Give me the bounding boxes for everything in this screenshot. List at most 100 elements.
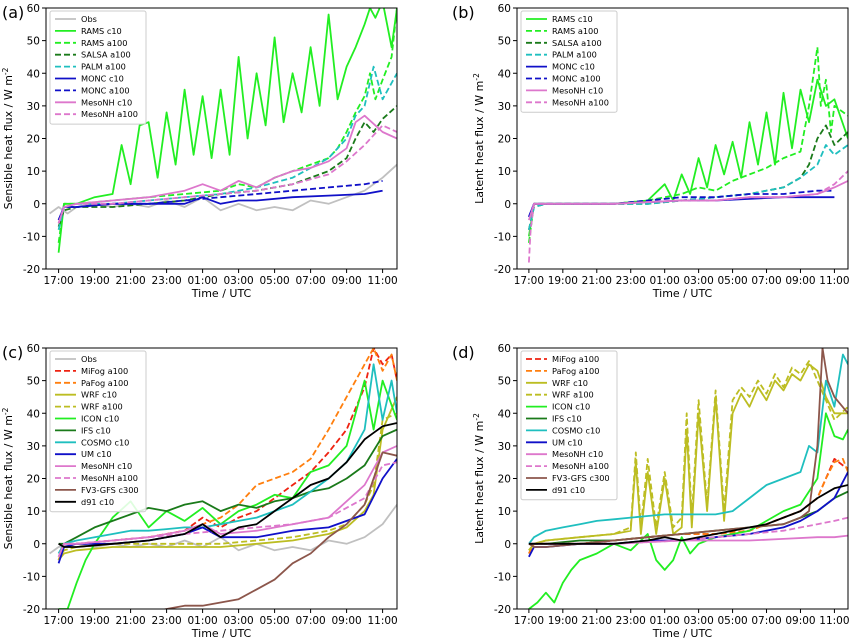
legend-entry: MONC a100 bbox=[81, 85, 130, 95]
legend-entry: d91 c10 bbox=[552, 485, 585, 495]
legend: RAMS c10 RAMS a100 SALSA a100 PALM a100 MONC… bbox=[520, 10, 618, 113]
y-tick-label: 30 bbox=[27, 441, 40, 453]
series-line-ifs-c10 bbox=[58, 428, 397, 545]
y-tick-label: 60 bbox=[498, 343, 511, 355]
y-tick-label: 60 bbox=[27, 3, 40, 15]
y-tick-label: 10 bbox=[498, 506, 511, 518]
series-line-cosmo-c10 bbox=[57, 363, 397, 554]
series-line-icon-c10 bbox=[58, 379, 397, 609]
legend: MiFog a100 PaFog a100 WRF c10 WRF a100 ICON … bbox=[520, 350, 618, 501]
series-line-d91-c10 bbox=[528, 484, 848, 545]
legend-entry: COSMO c10 bbox=[552, 425, 600, 435]
x-tick-label: 05:00 bbox=[259, 615, 289, 627]
series-line-rams-a100 bbox=[57, 8, 397, 244]
series-line-mesonh-a100 bbox=[57, 124, 397, 224]
series-line-mesonh-c10 bbox=[57, 114, 397, 224]
y-axis-label: Sensible heat flux / W m-2 bbox=[1, 407, 15, 549]
legend-box bbox=[49, 10, 147, 125]
x-tick-label: 07:00 bbox=[295, 615, 325, 627]
legend-entry: ICON c10 bbox=[81, 414, 119, 424]
x-tick-label: 01:00 bbox=[187, 615, 217, 627]
legend-entry: MesoNH c10 bbox=[552, 85, 603, 95]
x-tick-label: 21:00 bbox=[115, 615, 145, 627]
y-tick-label: -10 bbox=[23, 571, 40, 583]
y-axis-label: Latent heat flux / W m-2 bbox=[472, 413, 486, 544]
x-tick-label: 19:00 bbox=[548, 615, 578, 627]
y-tick-label: 10 bbox=[27, 506, 40, 518]
y-tick-label: 40 bbox=[27, 68, 40, 80]
y-tick-label: 30 bbox=[498, 101, 511, 113]
y-tick-label: 40 bbox=[498, 68, 511, 80]
y-axis-label: Latent heat flux / W m-2 bbox=[472, 73, 486, 204]
legend-entry: COSMO c10 bbox=[81, 437, 129, 447]
y-tick-label: 10 bbox=[27, 166, 40, 178]
legend: Obs RAMS c10 RAMS a100 SALSA a100 PALM a100 M… bbox=[49, 10, 147, 125]
panel-4: -20 -10 0 10 20 30 40 50 60 17:00 19:00 21:00 23:00 0… bbox=[452, 343, 850, 638]
series-group bbox=[528, 348, 848, 609]
legend-entry: MONC c10 bbox=[552, 62, 595, 72]
y-tick-label: 30 bbox=[498, 441, 511, 453]
x-axis-label: Time / UTC bbox=[191, 627, 252, 638]
x-tick-label: 03:00 bbox=[683, 615, 713, 627]
series-group bbox=[49, 348, 397, 609]
x-tick-label: 23:00 bbox=[151, 275, 181, 287]
x-tick-label: 01:00 bbox=[650, 615, 680, 627]
legend-entry: ICON c10 bbox=[552, 402, 590, 412]
legend-entry: MesoNH c10 bbox=[81, 461, 132, 471]
y-tick-label: 50 bbox=[27, 376, 40, 388]
series-line-mesonh-a100 bbox=[57, 461, 397, 558]
y-tick-label: -20 bbox=[23, 264, 40, 276]
legend-entry: UM c10 bbox=[81, 449, 112, 459]
x-tick-label: 11:00 bbox=[819, 275, 849, 287]
x-tick-label: 09:00 bbox=[785, 275, 815, 287]
legend-entry: MesoNH c10 bbox=[552, 449, 603, 459]
x-tick-label: 21:00 bbox=[582, 275, 612, 287]
series-group bbox=[49, 8, 397, 253]
x-tick-label: 01:00 bbox=[187, 275, 217, 287]
series-line-mesonh-c10 bbox=[528, 180, 848, 221]
legend-entry: RAMS a100 bbox=[552, 26, 598, 36]
legend-entry: WRF a100 bbox=[552, 390, 594, 400]
legend-entry: PaFog a100 bbox=[552, 366, 599, 376]
series-line-salsa-a100 bbox=[528, 124, 848, 230]
x-tick-label: 03:00 bbox=[683, 275, 713, 287]
x-tick-label: 21:00 bbox=[115, 275, 145, 287]
x-tick-label: 07:00 bbox=[751, 615, 781, 627]
legend-entry: SALSA a100 bbox=[81, 50, 131, 60]
legend-entry: RAMS c10 bbox=[81, 26, 122, 36]
y-tick-label: 10 bbox=[498, 166, 511, 178]
y-tick-label: 0 bbox=[33, 539, 40, 551]
x-tick-label: 05:00 bbox=[259, 275, 289, 287]
legend-entry: RAMS c10 bbox=[552, 14, 593, 24]
series-line-monc-a100 bbox=[57, 180, 383, 221]
y-tick-label: -20 bbox=[494, 604, 511, 616]
x-tick-label: 19:00 bbox=[548, 275, 578, 287]
legend-entry: d91 c10 bbox=[81, 497, 114, 507]
legend-entry: MesoNH c10 bbox=[81, 97, 132, 107]
panel-label: (a) bbox=[2, 3, 24, 22]
y-tick-label: 40 bbox=[27, 408, 40, 420]
legend-entry: PALM a100 bbox=[81, 62, 126, 72]
y-tick-label: 60 bbox=[27, 343, 40, 355]
legend-entry: RAMS a100 bbox=[81, 38, 127, 48]
legend: Obs MiFog a100 PaFog a100 WRF c10 WRF a100 IC… bbox=[49, 350, 147, 513]
panel-label: (b) bbox=[452, 3, 475, 22]
legend-entry: SALSA a100 bbox=[552, 38, 602, 48]
y-tick-label: -20 bbox=[494, 264, 511, 276]
series-line-cosmo-c10 bbox=[528, 353, 848, 545]
x-tick-label: 05:00 bbox=[717, 615, 747, 627]
y-tick-label: 20 bbox=[27, 134, 40, 146]
series-line-fv3-gfs-c300 bbox=[161, 451, 397, 609]
y-tick-label: -10 bbox=[23, 231, 40, 243]
x-tick-label: 17:00 bbox=[43, 615, 73, 627]
y-tick-label: 50 bbox=[498, 36, 511, 48]
x-tick-label: 19:00 bbox=[79, 615, 109, 627]
y-axis-label: Sensible heat flux / W m-2 bbox=[1, 67, 15, 209]
series-line-mesonh-a100 bbox=[528, 516, 848, 545]
x-tick-label: 11:00 bbox=[367, 275, 397, 287]
x-tick-label: 17:00 bbox=[514, 275, 544, 287]
legend-entry: IFS c10 bbox=[81, 425, 111, 435]
series-line-rams-c10 bbox=[57, 8, 397, 253]
y-tick-label: 20 bbox=[498, 134, 511, 146]
x-axis-label: Time / UTC bbox=[652, 287, 713, 300]
